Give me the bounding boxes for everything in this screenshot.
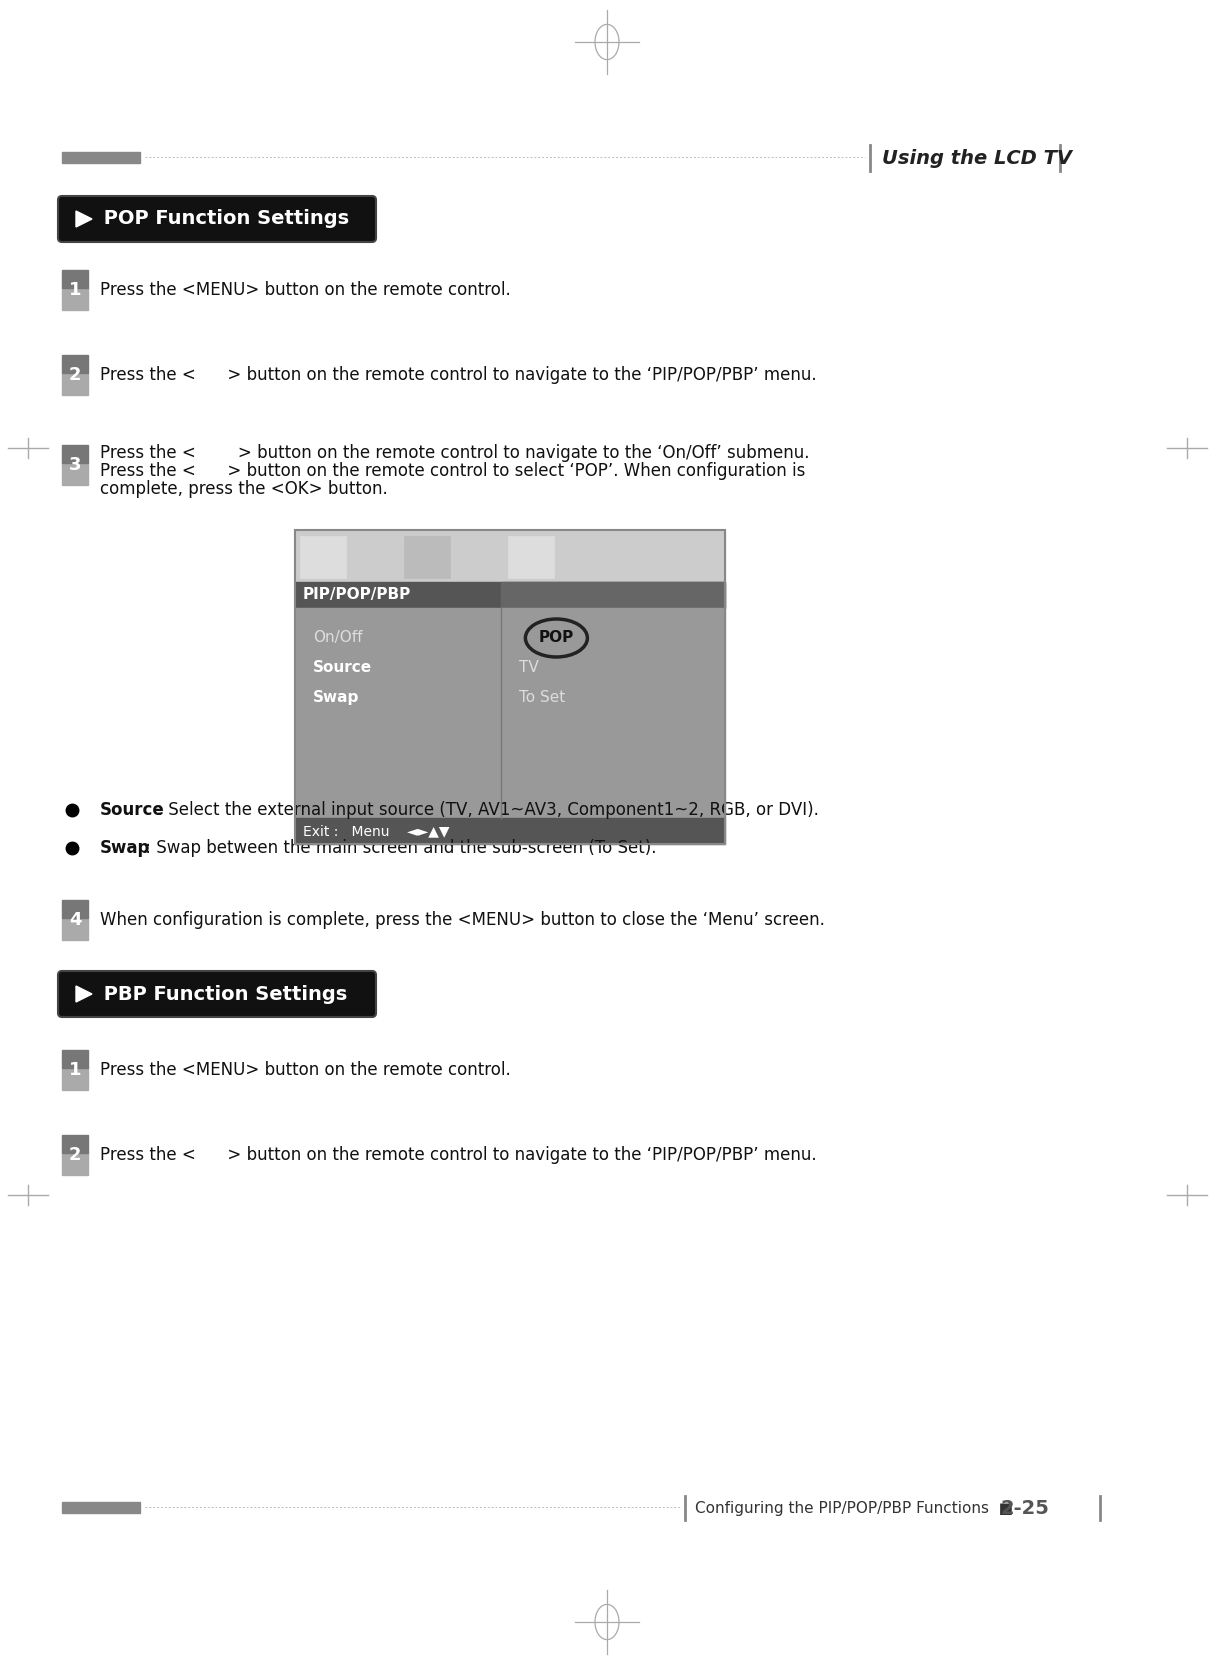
Bar (295, 818, 725, 843)
Text: Source: Source (100, 802, 165, 818)
Text: 1: 1 (69, 1061, 81, 1079)
Text: POP Function Settings: POP Function Settings (97, 209, 349, 229)
Bar (300, 536, 346, 578)
Bar (62, 355, 87, 374)
Text: On/Off: On/Off (313, 631, 362, 646)
Bar (62, 153, 140, 163)
Text: Press the <      > button on the remote control to select ‘POP’. When configurat: Press the < > button on the remote contr… (100, 461, 806, 480)
Text: complete, press the <OK> button.: complete, press the <OK> button. (100, 480, 388, 498)
Bar (62, 271, 87, 287)
Text: Source: Source (313, 661, 372, 676)
Text: Press the <MENU> button on the remote control.: Press the <MENU> button on the remote co… (100, 1061, 510, 1079)
Text: 1: 1 (69, 281, 81, 299)
Bar (62, 287, 87, 310)
Text: When configuration is complete, press the <MENU> button to close the ‘Menu’ scre: When configuration is complete, press th… (100, 911, 825, 930)
Bar (62, 1502, 140, 1512)
Bar (456, 536, 502, 578)
Text: 2: 2 (69, 365, 81, 383)
Bar (62, 445, 87, 463)
Text: POP: POP (538, 631, 573, 646)
FancyBboxPatch shape (58, 971, 375, 1018)
Text: 4: 4 (69, 911, 81, 930)
Text: PBP Function Settings: PBP Function Settings (97, 984, 347, 1004)
Text: 3: 3 (69, 457, 81, 475)
Text: Using the LCD TV: Using the LCD TV (882, 148, 1072, 168)
Text: Press the <      > button on the remote control to navigate to the ‘PIP/POP/PBP’: Press the < > button on the remote contr… (100, 365, 816, 383)
Bar (62, 900, 87, 918)
Text: Press the <        > button on the remote control to navigate to the ‘On/Off’ su: Press the < > button on the remote contr… (100, 443, 809, 461)
Text: Press the <      > button on the remote control to navigate to the ‘PIP/POP/PBP’: Press the < > button on the remote contr… (100, 1145, 816, 1164)
Text: : Swap between the main screen and the sub-screen (To Set).: : Swap between the main screen and the s… (140, 838, 656, 857)
Text: To Set: To Set (519, 691, 566, 706)
Bar (352, 536, 399, 578)
Text: Press the <MENU> button on the remote control.: Press the <MENU> button on the remote co… (100, 281, 510, 299)
Text: Exit :   Menu    ◄►▲▼: Exit : Menu ◄►▲▼ (303, 823, 450, 838)
Bar (502, 583, 725, 608)
Bar (405, 536, 450, 578)
Bar (62, 463, 87, 485)
Polygon shape (77, 986, 92, 1003)
FancyBboxPatch shape (58, 196, 375, 242)
Text: Configuring the PIP/POP/PBP Functions  ■: Configuring the PIP/POP/PBP Functions ■ (695, 1501, 1023, 1516)
Text: Swap: Swap (100, 838, 151, 857)
Text: PIP/POP/PBP: PIP/POP/PBP (303, 588, 411, 603)
Bar (295, 530, 725, 583)
Bar (295, 583, 725, 608)
Text: TV: TV (519, 661, 539, 676)
Text: 2-25: 2-25 (1000, 1499, 1049, 1517)
Text: Swap: Swap (313, 691, 360, 706)
Bar (62, 1154, 87, 1175)
Bar (62, 374, 87, 395)
Bar (508, 536, 554, 578)
Bar (295, 530, 725, 843)
Bar (62, 1135, 87, 1154)
Bar (62, 918, 87, 940)
Bar (62, 1051, 87, 1067)
Text: : Select the external input source (TV, AV1~AV3, Component1~2, RGB, or DVI).: : Select the external input source (TV, … (152, 802, 819, 818)
Polygon shape (77, 211, 92, 227)
Text: 2: 2 (69, 1145, 81, 1164)
Bar (295, 608, 725, 818)
Bar (62, 1067, 87, 1091)
